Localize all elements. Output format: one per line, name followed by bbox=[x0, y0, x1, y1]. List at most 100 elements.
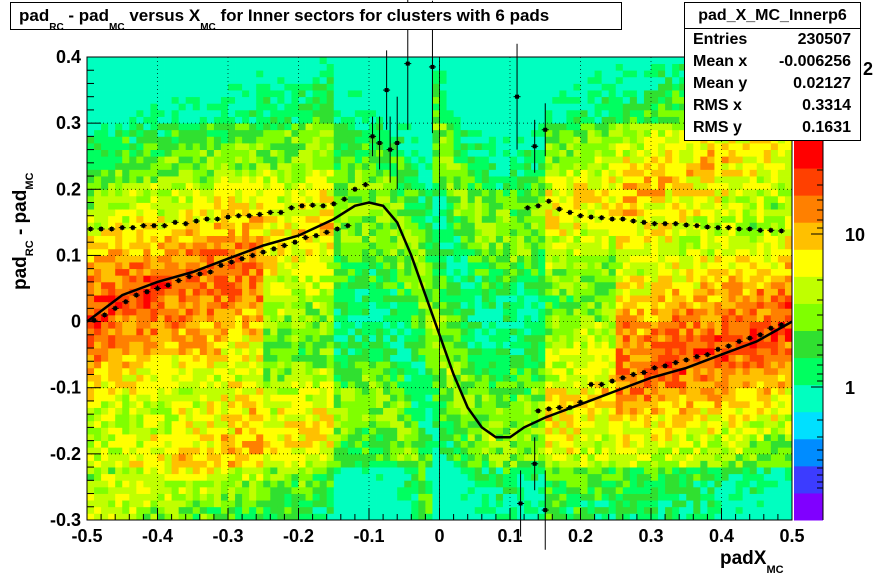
profile-point-upper bbox=[682, 222, 690, 228]
x-axis-ticks: -0.5 -0.4 -0.3 -0.2 -0.1 0 0.1 0.2 0.3 0.4 0.5 bbox=[71, 508, 805, 546]
profile-point-lower bbox=[206, 269, 214, 275]
x-tick-label: 0.3 bbox=[638, 526, 663, 546]
stats-row-rms-y: RMS y 0.1631 bbox=[693, 119, 851, 136]
x-axis-label: padXMC bbox=[720, 548, 784, 576]
profile-point-lower bbox=[280, 242, 288, 249]
profile-point-outlier bbox=[531, 119, 539, 173]
profile-point-upper bbox=[340, 196, 348, 202]
profile-point-outlier bbox=[531, 437, 539, 491]
colorbar-segment bbox=[794, 168, 823, 196]
profile-point-upper bbox=[129, 225, 137, 231]
stats-title: pad_X_MC_Innerp6 bbox=[685, 3, 860, 29]
profile-point-lower bbox=[566, 404, 574, 411]
colorbar-tick-label: 10 bbox=[845, 225, 865, 245]
chart-title-box: padRC - padMC versus XMC for Inner secto… bbox=[10, 2, 622, 33]
chart-title: padRC - padMC versus XMC for Inner secto… bbox=[19, 6, 550, 33]
profile-point-upper bbox=[161, 223, 169, 229]
profile-point-lower bbox=[185, 273, 193, 280]
profile-point-lower bbox=[682, 357, 690, 363]
profile-point-upper bbox=[319, 203, 327, 209]
profile-point-lower bbox=[672, 359, 680, 366]
profile-point-upper bbox=[235, 213, 243, 219]
profile-point-lower bbox=[122, 299, 130, 305]
colorbar-segment bbox=[794, 276, 823, 304]
profile-point-upper bbox=[171, 219, 179, 226]
profile-point-lower bbox=[196, 271, 204, 277]
profile-points bbox=[87, 0, 785, 550]
profile-point-lower bbox=[302, 234, 310, 241]
profile-point-outlier bbox=[541, 103, 549, 157]
y-tick-label: -0.2 bbox=[50, 444, 81, 464]
profile-point-upper bbox=[566, 209, 574, 216]
y-tick-label: 0 bbox=[71, 312, 81, 332]
profile-point-outlier bbox=[383, 50, 391, 130]
profile-point-lower bbox=[703, 351, 711, 358]
colorbar-segment bbox=[794, 195, 823, 223]
profile-point-upper bbox=[777, 228, 785, 234]
x-tick-label: -0.2 bbox=[283, 526, 314, 546]
profile-point-lower bbox=[164, 282, 172, 288]
profile-point-upper bbox=[203, 216, 211, 222]
colorbar-tick-label: 1 bbox=[845, 378, 855, 398]
profile-point-lower bbox=[640, 369, 648, 376]
profile-point-lower bbox=[259, 249, 267, 255]
profile-point-upper bbox=[108, 226, 116, 232]
profile-point-upper bbox=[608, 216, 616, 222]
y-axis-label: padRC - padMC bbox=[10, 172, 36, 290]
profile-point-upper bbox=[150, 223, 158, 229]
profile-point-lower bbox=[249, 252, 257, 259]
profile-point-lower bbox=[291, 239, 299, 245]
profile-point-upper bbox=[756, 227, 764, 233]
profile-point-lower bbox=[608, 378, 616, 384]
profile-point-upper bbox=[714, 225, 722, 231]
profile-point-lower bbox=[746, 335, 754, 341]
colorbar-segment bbox=[794, 141, 823, 169]
y-tick-label: -0.3 bbox=[50, 510, 81, 530]
color-scale-bar: 1 10 2 bbox=[794, 59, 873, 521]
profile-point-upper bbox=[767, 227, 775, 233]
colorbar-segment bbox=[794, 384, 823, 413]
profile-point-upper bbox=[213, 216, 221, 222]
x-tick-label: -0.4 bbox=[142, 526, 173, 546]
stats-box: pad_X_MC_Innerp6 Entries 230507 Mean x -0.… bbox=[684, 2, 861, 141]
profile-point-lower bbox=[767, 325, 775, 331]
profile-point-lower bbox=[714, 346, 722, 352]
x-tick-label: 0.4 bbox=[709, 526, 734, 546]
profile-point-lower bbox=[777, 322, 785, 328]
profile-point-upper bbox=[672, 221, 680, 227]
profile-point-upper bbox=[703, 224, 711, 230]
profile-point-upper bbox=[245, 213, 253, 219]
colorbar-segment bbox=[794, 330, 823, 359]
profile-point-lower bbox=[756, 332, 764, 338]
profile-point-lower bbox=[661, 363, 669, 369]
colorbar-segment bbox=[794, 465, 823, 494]
profile-point-lower bbox=[725, 343, 733, 349]
profile-point-lower bbox=[651, 365, 659, 371]
profile-point-upper bbox=[725, 225, 733, 231]
profile-point-outlier bbox=[513, 43, 521, 150]
profile-point-lower bbox=[111, 305, 119, 311]
y-tick-label: 0.3 bbox=[56, 113, 81, 133]
colorbar-segment bbox=[794, 222, 823, 250]
profile-point-upper bbox=[651, 221, 659, 227]
y-tick-label: 0.4 bbox=[56, 47, 81, 67]
profile-point-upper bbox=[256, 211, 264, 218]
x-tick-label: 0.2 bbox=[568, 526, 593, 546]
profile-point-lower bbox=[545, 406, 553, 412]
y-tick-label: 0.2 bbox=[56, 179, 81, 199]
profile-point-upper bbox=[266, 209, 274, 216]
profile-point-outlier bbox=[369, 116, 377, 157]
x-tick-label: 0 bbox=[434, 526, 444, 546]
profile-point-upper bbox=[182, 221, 190, 227]
x-tick-label: 0.1 bbox=[497, 526, 522, 546]
profile-point-upper bbox=[192, 218, 200, 224]
y-tick-label: 0.1 bbox=[56, 245, 81, 265]
profile-point-lower bbox=[238, 256, 246, 262]
profile-point-lower bbox=[175, 277, 183, 284]
profile-point-upper bbox=[97, 226, 105, 232]
profile-point-upper bbox=[351, 186, 359, 192]
profile-point-lower bbox=[333, 226, 341, 232]
colorbar-partial-label: 2 bbox=[863, 59, 873, 79]
colorbar-segment bbox=[794, 249, 823, 277]
